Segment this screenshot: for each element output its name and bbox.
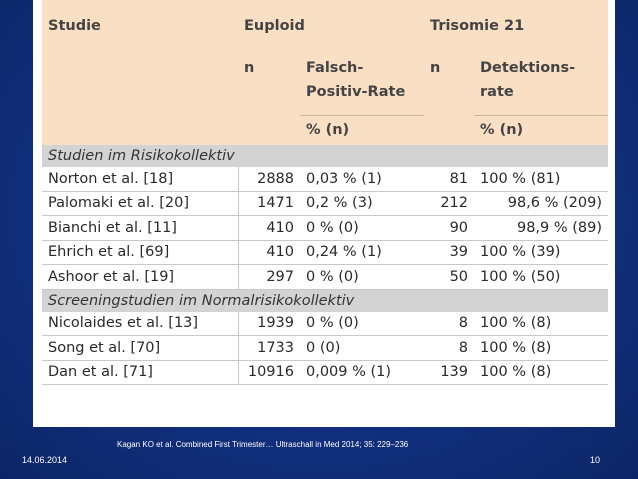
cell-dr: 100 % (8) [474,360,609,385]
cell-fpr: 0 % (0) [300,264,425,290]
header-trisomie: Trisomie 21 [424,0,609,40]
cell-fpr: 0 % (0) [300,311,425,336]
section-title: Screeningstudien im Normalrisikokollekti… [42,289,609,312]
slide-date: 14.06.2014 [22,455,68,465]
table-row: Dan et al. [71] 10916 0,009 % (1) 139 10… [42,360,609,385]
cell-study: Dan et al. [71] [42,360,239,385]
cell-n: 10916 [238,360,300,385]
table-row: Bianchi et al. [11] 410 0 % (0) 90 98,9 … [42,215,609,241]
cell-n: 1733 [238,335,300,361]
table-row: Palomaki et al. [20] 1471 0,2 % (3) 212 … [42,191,609,216]
table-row: Norton et al. [18] 2888 0,03 % (1) 81 10… [42,167,609,192]
cell-fpr: 0,2 % (3) [300,191,425,216]
cell-dr: 100 % (8) [474,311,609,336]
section-header-risk: Studien im Risikokollektiv [42,145,609,167]
cell-study: Palomaki et al. [20] [42,191,239,216]
header-n-euploid: n [238,40,300,115]
header-unit-fpr: % (n) [300,115,425,145]
cell-n2: 139 [424,360,475,385]
cell-dr: 98,9 % (89) [474,215,609,241]
section-header-screening: Screeningstudien im Normalrisikokollekti… [42,289,609,312]
cell-n2: 8 [424,335,475,361]
cell-n: 410 [238,240,300,265]
header-row-3: % (n) % (n) [42,115,609,145]
cell-n2: 81 [424,167,475,192]
table-row: Ehrich et al. [69] 410 0,24 % (1) 39 100… [42,240,609,265]
cell-study: Nicolaides et al. [13] [42,311,239,336]
cell-dr: 100 % (50) [474,264,609,290]
cell-fpr: 0,03 % (1) [300,167,425,192]
header-dr-line1: Detektions- [480,60,576,76]
cell-study: Ehrich et al. [69] [42,240,239,265]
table-row: Ashoor et al. [19] 297 0 % (0) 50 100 % … [42,264,609,290]
cell-fpr: 0,009 % (1) [300,360,425,385]
slide-number: 10 [590,455,601,465]
header-false-positive-rate: Falsch- Positiv-Rate [300,40,425,116]
header-row-2: n Falsch- Positiv-Rate n Detektions- rat… [42,40,609,116]
header-n-trisomie: n [424,40,475,115]
table-row: Song et al. [70] 1733 0 (0) 8 100 % (8) [42,335,609,361]
cell-study: Song et al. [70] [42,335,239,361]
citation-text: Kagan KO et al. Combined First Trimester… [117,440,409,449]
cell-n2: 212 [424,191,475,216]
header-unit-dr: % (n) [474,115,609,145]
header-empty [42,40,238,115]
study-table: Studie Euploid Trisomie 21 n Falsch- Pos… [42,0,609,385]
header-detection-rate: Detektions- rate [474,40,609,116]
slide-content-panel: Studie Euploid Trisomie 21 n Falsch- Pos… [33,0,615,427]
cell-n: 2888 [238,167,300,192]
cell-fpr: 0 (0) [300,335,425,361]
cell-study: Bianchi et al. [11] [42,215,239,241]
cell-n2: 39 [424,240,475,265]
header-euploid: Euploid [238,0,425,40]
cell-n2: 50 [424,264,475,290]
header-fpr-line2: Positiv-Rate [306,84,406,100]
cell-n: 297 [238,264,300,290]
cell-n: 410 [238,215,300,241]
cell-n2: 90 [424,215,475,241]
cell-fpr: 0 % (0) [300,215,425,241]
cell-study: Ashoor et al. [19] [42,264,239,290]
cell-dr: 100 % (39) [474,240,609,265]
cell-dr: 100 % (81) [474,167,609,192]
cell-dr: 98,6 % (209) [474,191,609,216]
header-row-1: Studie Euploid Trisomie 21 [42,0,609,40]
cell-dr: 100 % (8) [474,335,609,361]
cell-n: 1939 [238,311,300,336]
section-title: Studien im Risikokollektiv [42,145,609,167]
cell-n2: 8 [424,311,475,336]
header-dr-line2: rate [480,84,514,100]
cell-fpr: 0,24 % (1) [300,240,425,265]
header-study: Studie [42,0,238,40]
cell-study: Norton et al. [18] [42,167,239,192]
cell-n: 1471 [238,191,300,216]
header-fpr-line1: Falsch- [306,60,364,76]
table-row: Nicolaides et al. [13] 1939 0 % (0) 8 10… [42,311,609,336]
